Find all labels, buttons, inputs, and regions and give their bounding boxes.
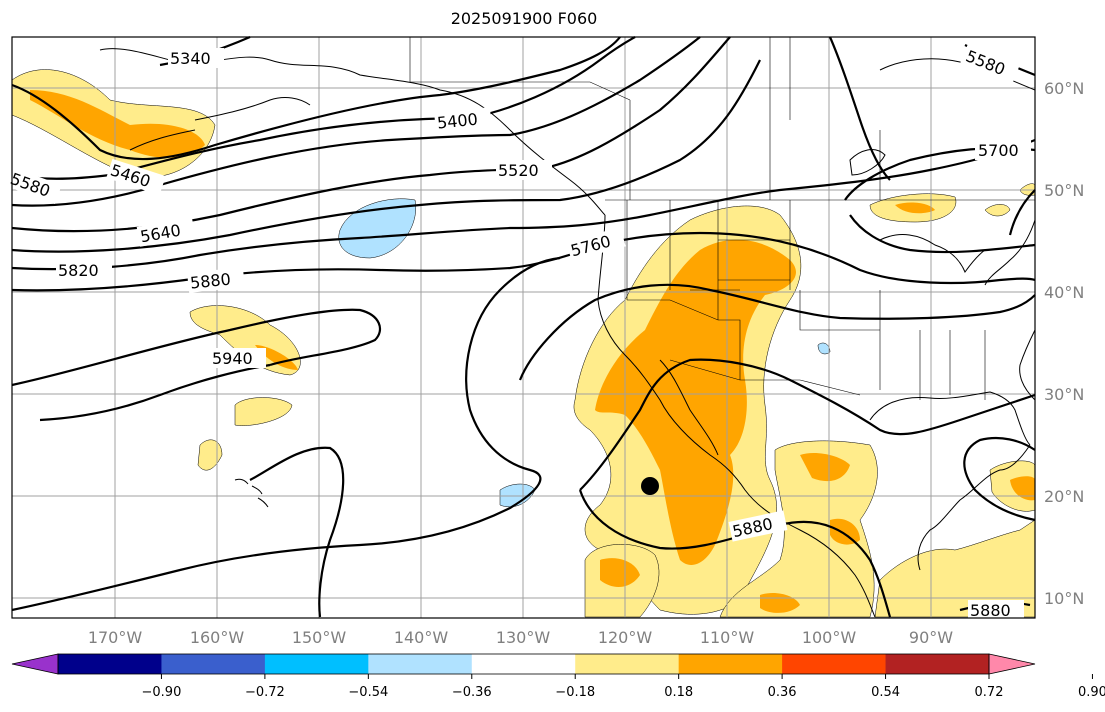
colorbar-tick-label: 0.18 <box>664 685 693 700</box>
contour-label-5880-se: 5880 <box>970 601 1011 620</box>
storm-center-marker <box>641 477 659 495</box>
lon-label: 130°W <box>496 628 551 647</box>
colorbar-segment <box>471 654 576 674</box>
colorbar-tick-label: −0.36 <box>452 685 492 700</box>
anomaly-shading <box>11 69 1036 618</box>
contour-label-5400: 5400 <box>436 110 478 133</box>
map-gridlines <box>12 37 1035 618</box>
contour-label-5880-w: 5880 <box>189 270 231 293</box>
lon-label: 140°W <box>394 628 449 647</box>
lat-label: 10°N <box>1044 589 1084 608</box>
lon-label: 90°W <box>909 628 953 647</box>
lon-label: 150°W <box>292 628 347 647</box>
lon-label: 160°W <box>190 628 245 647</box>
contour-label-5940: 5940 <box>212 349 253 368</box>
lat-label: 30°N <box>1044 385 1084 404</box>
map-frame <box>11 36 1036 619</box>
contour-label-5820: 5820 <box>58 261 99 280</box>
colorbar-tick-label: 0.72 <box>975 685 1004 700</box>
colorbar-segment <box>575 654 680 674</box>
colorbar-tick-label: 0.90 <box>1078 685 1105 700</box>
colorbar-segment <box>58 654 162 674</box>
colorbar-segment <box>368 654 473 674</box>
longitude-labels: 170°W 160°W 150°W 140°W 130°W 120°W 110°… <box>88 628 953 647</box>
map-title: 2025091900 F060 <box>450 9 598 28</box>
lat-label: 60°N <box>1044 79 1084 98</box>
colorbar-tick-label: −0.18 <box>555 685 595 700</box>
lon-label: 110°W <box>700 628 755 647</box>
colorbar: −0.90 −0.72 −0.54 −0.36 −0.18 0.18 0.36 0.54 0.7… <box>11 653 1105 700</box>
lat-label: 20°N <box>1044 487 1084 506</box>
colorbar-segment <box>161 654 266 674</box>
colorbar-tick-label: −0.54 <box>348 685 388 700</box>
latitude-labels: 60°N 50°N 40°N 30°N 20°N 10°N <box>1044 79 1084 608</box>
colorbar-tick-label: −0.72 <box>245 685 285 700</box>
colorbar-tick-label: −0.90 <box>142 685 182 700</box>
lon-label: 120°W <box>598 628 653 647</box>
contour-label-5340: 5340 <box>170 49 211 68</box>
lon-label: 100°W <box>802 628 857 647</box>
lat-label: 50°N <box>1044 181 1084 200</box>
colorbar-segment <box>782 654 887 674</box>
contour-label-5520: 5520 <box>498 161 539 180</box>
contour-label-5700: 5700 <box>978 141 1019 160</box>
political-borders <box>409 37 1035 400</box>
lat-label: 40°N <box>1044 283 1084 302</box>
colorbar-upper-extension <box>989 654 1035 674</box>
colorbar-tick-label: 0.36 <box>768 685 797 700</box>
lon-label: 170°W <box>88 628 143 647</box>
colorbar-segment <box>264 654 369 674</box>
colorbar-segment <box>885 654 990 674</box>
colorbar-segment <box>678 654 783 674</box>
colorbar-lower-extension <box>12 654 58 674</box>
colorbar-tick-label: 0.54 <box>871 685 900 700</box>
